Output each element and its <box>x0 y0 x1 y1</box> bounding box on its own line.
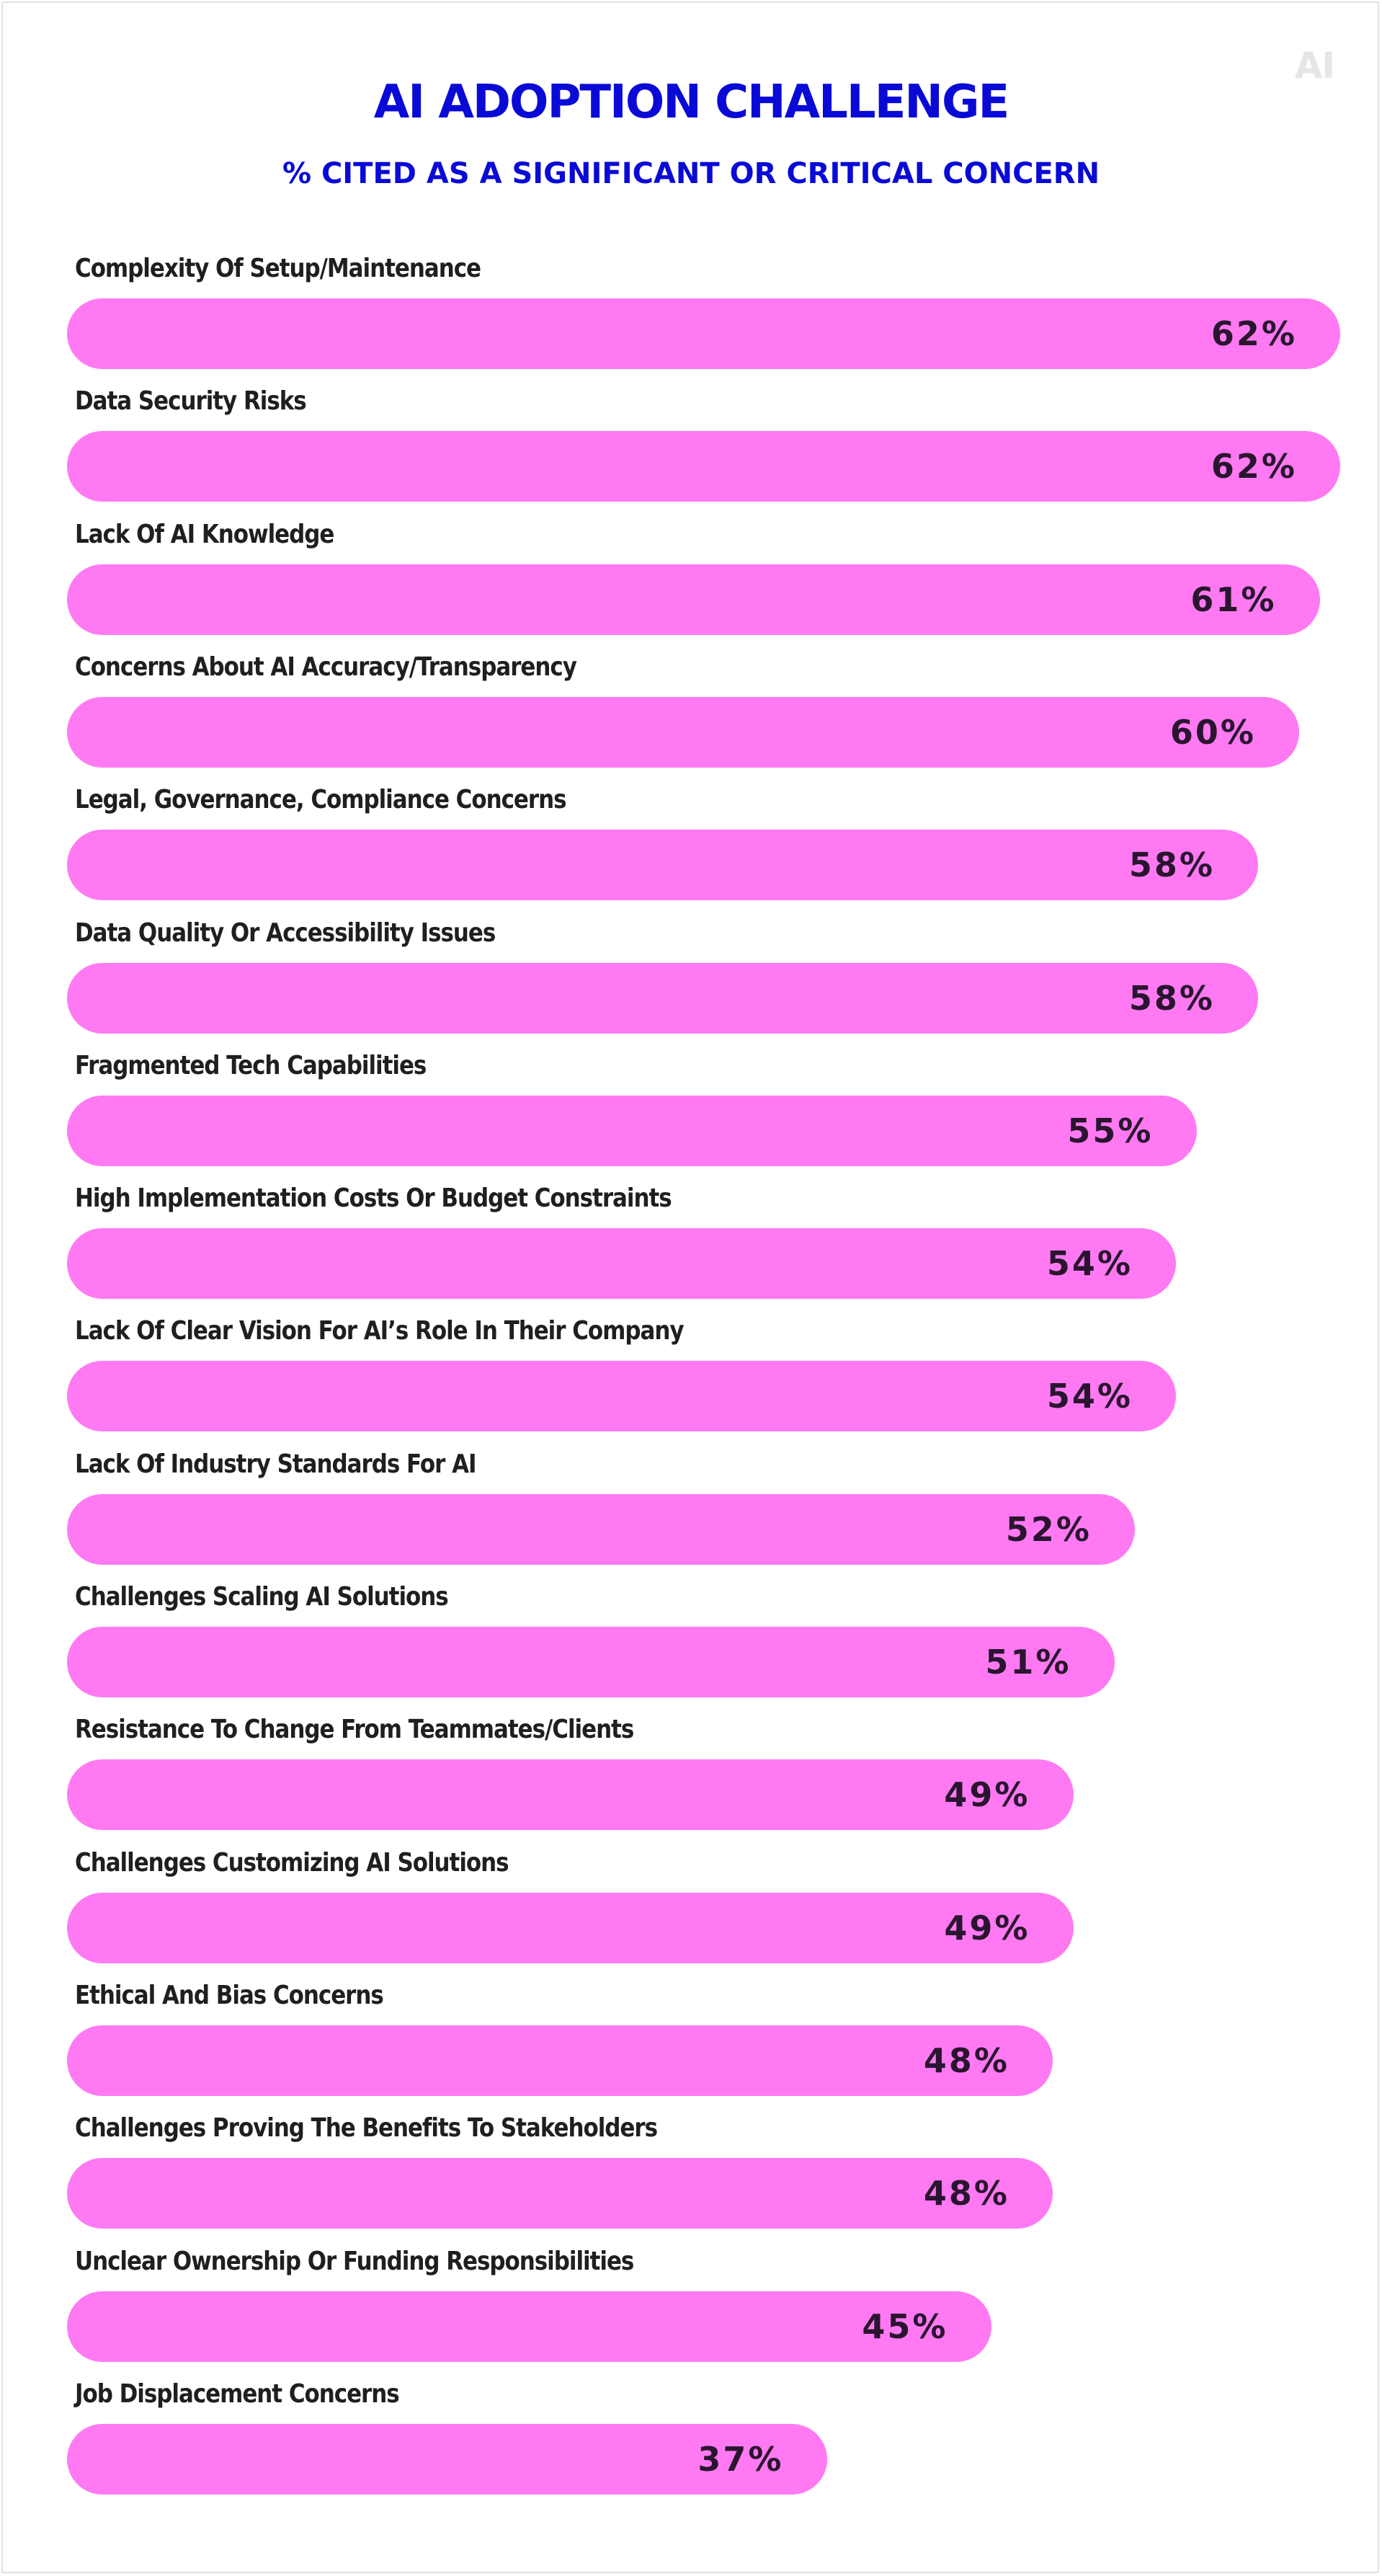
bar <box>67 696 1299 768</box>
bar-label: Complexity Of Setup/Maintenance <box>75 254 481 283</box>
bar-value-label: 60% <box>1169 712 1256 752</box>
bar <box>67 2025 1053 2096</box>
bar-label: Concerns About AI Accuracy/Transparency <box>75 652 577 682</box>
bar <box>67 564 1320 635</box>
bar-value-label: 58% <box>1128 978 1215 1018</box>
bar <box>67 298 1340 369</box>
bar-value-label: 37% <box>697 2439 784 2479</box>
bar <box>67 1228 1176 1300</box>
bar-value-label: 48% <box>923 2040 1009 2080</box>
bar-label: Ethical And Bias Concerns <box>75 1980 384 2010</box>
bar-label: Resistance To Change From Teammates/Clie… <box>75 1715 634 1745</box>
bar-value-label: 49% <box>944 1908 1030 1947</box>
bar-value-label: 51% <box>985 1643 1071 1682</box>
bar-value-label: 62% <box>1211 314 1297 353</box>
bar-label: Challenges Customizing AI Solutions <box>75 1847 509 1878</box>
bar-label: Challenges Scaling AI Solutions <box>75 1582 449 1612</box>
bar-label: Lack Of AI Knowledge <box>75 519 334 549</box>
bar-value-label: 54% <box>1046 1244 1133 1284</box>
bar <box>67 431 1340 502</box>
bar-label: High Implementation Costs Or Budget Cons… <box>75 1183 672 1214</box>
bar-label: Unclear Ownership Or Funding Responsibil… <box>75 2246 634 2276</box>
bar-label: Legal, Governance, Compliance Concerns <box>75 785 567 815</box>
bar <box>67 1361 1176 1432</box>
bar <box>67 830 1258 901</box>
bar <box>67 2158 1053 2229</box>
bar-label: Data Security Risks <box>75 386 307 417</box>
bar-label: Data Quality Or Accessibility Issues <box>75 918 496 948</box>
logo: AI <box>1294 45 1335 86</box>
bar <box>67 2291 991 2362</box>
bar-label: Lack Of Clear Vision For AI’s Role In Th… <box>75 1316 685 1346</box>
bar-value-label: 58% <box>1128 845 1215 885</box>
bar-value-label: 61% <box>1190 579 1277 619</box>
chart-subtitle: % CITED AS A SIGNIFICANT OR CRITICAL CON… <box>282 157 1100 190</box>
bar-label: Challenges Proving The Benefits To Stake… <box>75 2113 658 2144</box>
bar <box>67 1759 1074 1831</box>
bar <box>67 1892 1074 1963</box>
bar <box>67 962 1258 1034</box>
bar <box>67 1095 1197 1166</box>
bar-label: Job Displacement Concerns <box>75 2379 400 2409</box>
chart-title: AI ADOPTION CHALLENGE <box>373 76 1009 129</box>
bar <box>67 2423 827 2495</box>
bar-value-label: 49% <box>944 1775 1030 1815</box>
bar-value-label: 55% <box>1067 1111 1154 1150</box>
bar-label: Lack Of Industry Standards For AI <box>75 1449 477 1479</box>
bar-label: Fragmented Tech Capabilities <box>75 1050 427 1080</box>
bar <box>67 1627 1115 1697</box>
bar-value-label: 48% <box>923 2174 1009 2213</box>
bar-value-label: 45% <box>862 2306 948 2346</box>
bar-value-label: 62% <box>1211 447 1297 487</box>
bar-value-label: 52% <box>1005 1509 1092 1549</box>
bar <box>67 1493 1135 1565</box>
bar-value-label: 54% <box>1046 1377 1133 1416</box>
